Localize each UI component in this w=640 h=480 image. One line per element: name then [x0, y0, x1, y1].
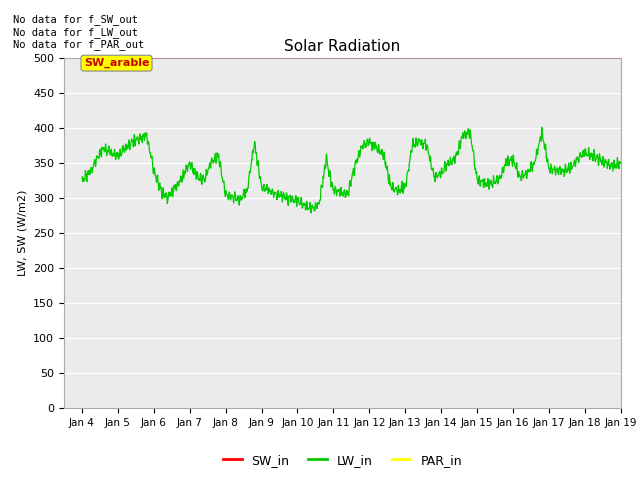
Y-axis label: LW, SW (W/m2): LW, SW (W/m2)	[17, 190, 28, 276]
Title: Solar Radiation: Solar Radiation	[284, 39, 401, 54]
Text: SW_arable: SW_arable	[84, 58, 149, 68]
Text: No data for f_SW_out
No data for f_LW_out
No data for f_PAR_out: No data for f_SW_out No data for f_LW_ou…	[13, 14, 144, 50]
Legend: SW_in, LW_in, PAR_in: SW_in, LW_in, PAR_in	[218, 449, 467, 472]
